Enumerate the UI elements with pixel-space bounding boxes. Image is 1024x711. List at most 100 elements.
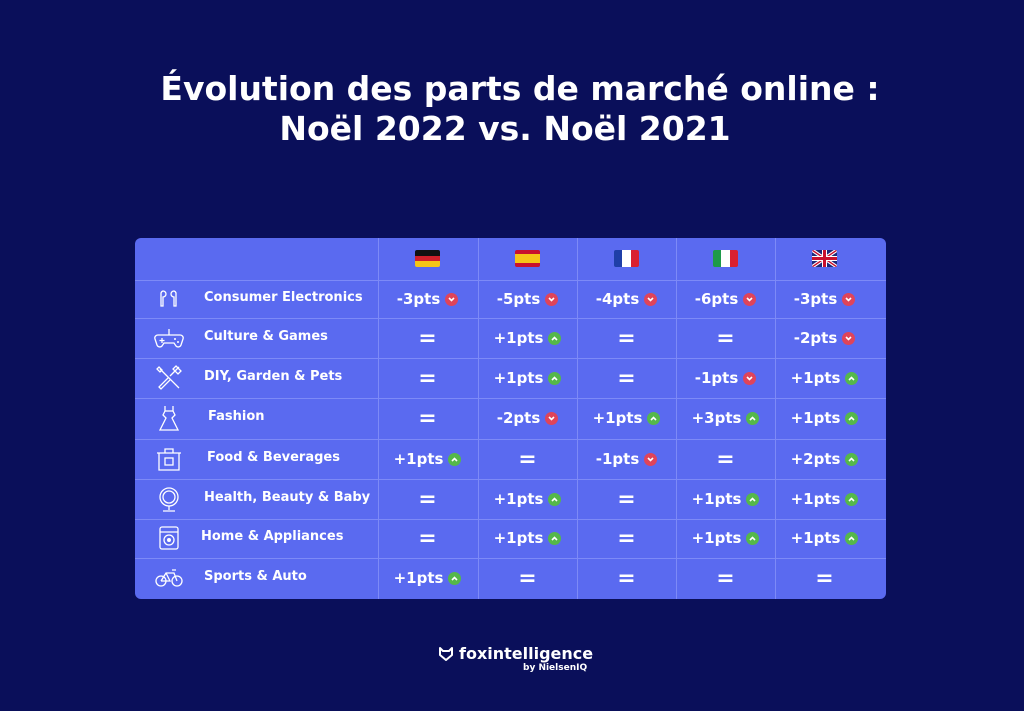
pot-icon <box>154 444 184 474</box>
up-arrow-icon <box>448 452 462 466</box>
category-label: Home & Appliances <box>201 529 344 544</box>
down-arrow-icon <box>545 292 559 306</box>
down-arrow-icon <box>644 292 658 306</box>
row-divider <box>135 318 886 319</box>
up-arrow-icon <box>647 411 661 425</box>
row-divider <box>135 398 886 399</box>
down-arrow-icon <box>842 292 856 306</box>
cell-value: +1pts <box>691 529 742 547</box>
table-cell: -6pts <box>676 287 775 311</box>
cell-value: = <box>617 486 636 512</box>
it-flag <box>713 250 738 267</box>
up-arrow-icon <box>845 371 859 385</box>
cell-value: +2pts <box>790 450 841 468</box>
table-cell: = <box>378 406 477 431</box>
up-arrow-icon <box>845 411 859 425</box>
cell-value: +1pts <box>493 369 544 387</box>
cell-value: = <box>617 325 636 351</box>
down-arrow-icon <box>445 292 459 306</box>
category-label: Consumer Electronics <box>204 290 363 305</box>
table-cell: = <box>378 325 477 351</box>
up-arrow-icon <box>746 411 760 425</box>
table-cell: = <box>478 446 577 472</box>
down-arrow-icon <box>842 331 856 345</box>
cell-value: +1pts <box>493 490 544 508</box>
up-arrow-icon <box>746 492 760 506</box>
table-cell: = <box>577 486 676 512</box>
de-flag <box>415 250 440 267</box>
column-divider <box>775 238 776 599</box>
table-cell: = <box>577 566 676 591</box>
cell-value: = <box>518 446 537 472</box>
table-cell: +1pts <box>775 487 874 511</box>
cell-value: = <box>716 325 735 351</box>
up-arrow-icon <box>746 531 760 545</box>
row-divider <box>135 519 886 520</box>
column-divider <box>378 238 379 599</box>
title-line-2: Noël 2022 vs. Noël 2021 <box>279 109 731 148</box>
cell-value: +1pts <box>592 409 643 427</box>
fox-icon <box>439 646 453 661</box>
category-label: Culture & Games <box>204 329 328 344</box>
category-label: Food & Beverages <box>207 450 340 465</box>
cell-value: +1pts <box>790 369 841 387</box>
cell-value: -2pts <box>496 409 541 427</box>
table-cell: -4pts <box>577 287 676 311</box>
row-divider <box>135 358 886 359</box>
uk-flag <box>812 250 837 267</box>
down-arrow-icon <box>743 292 757 306</box>
up-arrow-icon <box>448 571 462 585</box>
down-arrow-icon <box>743 371 757 385</box>
table-cell: -2pts <box>478 406 577 430</box>
cell-value: -3pts <box>396 290 441 308</box>
up-arrow-icon <box>845 452 859 466</box>
table-cell: = <box>378 525 477 551</box>
table-cell: +3pts <box>676 406 775 430</box>
row-divider <box>135 439 886 440</box>
table-cell: +1pts <box>478 526 577 550</box>
fr-flag <box>614 250 639 267</box>
table-cell: -2pts <box>775 326 874 350</box>
row-divider <box>135 479 886 480</box>
cell-value: +1pts <box>691 490 742 508</box>
table-cell: +1pts <box>775 366 874 390</box>
washing-machine-icon <box>154 523 184 553</box>
cell-value: = <box>418 325 437 351</box>
cell-value: = <box>518 565 537 591</box>
cell-value: = <box>617 525 636 551</box>
table-cell: +1pts <box>676 526 775 550</box>
table-cell: = <box>676 325 775 351</box>
brand-name: foxintelligence <box>459 644 594 663</box>
cell-value: = <box>815 565 834 591</box>
column-divider <box>676 238 677 599</box>
tools-icon <box>154 363 184 393</box>
cell-value: = <box>617 365 636 391</box>
gamepad-icon <box>154 323 184 353</box>
table-cell: = <box>478 565 577 591</box>
table-cell: = <box>577 525 676 551</box>
market-share-table: Consumer Electronics -3pts -5pts -4pts -6pts… <box>135 238 886 599</box>
table-cell: = <box>676 447 775 472</box>
up-arrow-icon <box>548 371 562 385</box>
cell-value: -6pts <box>694 290 739 308</box>
table-cell: +2pts <box>775 447 874 471</box>
cell-value: = <box>716 565 735 591</box>
table-cell: -5pts <box>478 287 577 311</box>
table-cell: = <box>378 487 477 512</box>
row-divider <box>135 280 886 281</box>
mirror-icon <box>154 484 184 514</box>
cell-value: -4pts <box>595 290 640 308</box>
table-cell: +1pts <box>478 326 577 350</box>
cell-value: +1pts <box>493 529 544 547</box>
up-arrow-icon <box>548 492 562 506</box>
cell-value: +1pts <box>790 490 841 508</box>
cell-value: -1pts <box>694 369 739 387</box>
cell-value: +1pts <box>493 329 544 347</box>
table-cell: -1pts <box>577 447 676 471</box>
table-cell: +1pts <box>676 487 775 511</box>
table-cell: -3pts <box>775 287 874 311</box>
up-arrow-icon <box>548 331 562 345</box>
cell-value: = <box>418 365 437 391</box>
cell-value: +1pts <box>393 450 444 468</box>
cell-value: = <box>418 525 437 551</box>
